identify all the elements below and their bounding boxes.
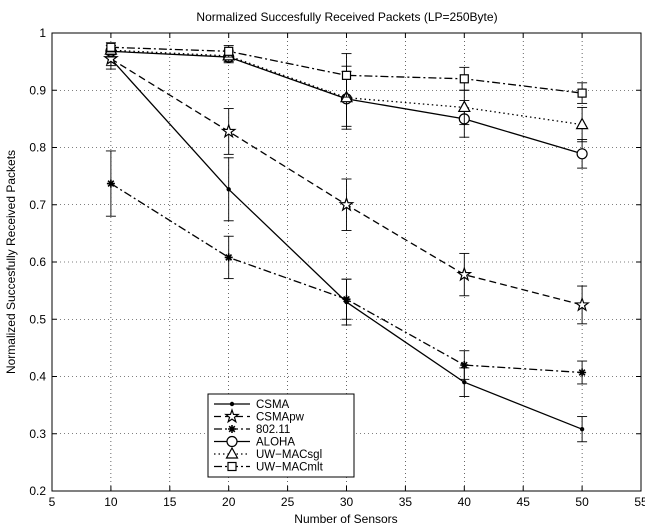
square-marker — [459, 74, 469, 84]
asterisk-marker — [106, 179, 115, 188]
legend-label: ALOHA — [256, 437, 295, 449]
star-marker — [338, 196, 355, 212]
legend-item: 802.11 — [214, 424, 290, 436]
legend-item: ALOHA — [214, 435, 295, 449]
legend-item: CSMA — [214, 399, 290, 411]
star-marker — [220, 123, 237, 139]
y-tick-label: 0.8 — [29, 141, 46, 155]
series-line — [110, 183, 583, 374]
circle-marker — [576, 148, 588, 160]
series-layer — [102, 42, 591, 443]
star-marker — [574, 296, 591, 312]
legend-label: UW−MACsgl — [256, 449, 322, 461]
circle-marker — [226, 435, 238, 448]
x-tick-label: 30 — [340, 495, 354, 509]
triangle-marker — [575, 117, 589, 130]
y-tick-label: 1 — [39, 26, 46, 40]
chart-title: Normalized Succesfully Received Packets … — [196, 10, 497, 24]
y-tick-label: 0.5 — [29, 312, 46, 326]
asterisk-marker — [578, 368, 587, 377]
asterisk-marker — [228, 425, 236, 433]
star-marker — [456, 266, 473, 282]
y-tick-label: 0.2 — [29, 484, 46, 498]
legend-item: UW−MACmlt — [214, 462, 324, 474]
series-line — [110, 46, 583, 94]
x-tick-label: 40 — [458, 495, 472, 509]
x-tick-labels: 5 10 15 20 25 30 35 40 45 50 55 — [49, 495, 645, 509]
x-tick-label: 15 — [163, 495, 177, 509]
legend-label: CSMA — [256, 399, 290, 411]
series-2 — [105, 150, 588, 385]
x-tick-label: 20 — [222, 495, 236, 509]
asterisk-marker — [460, 361, 469, 370]
legend-label: UW−MACmlt — [256, 462, 324, 474]
x-tick-label: 55 — [634, 495, 645, 509]
legend-label: 802.11 — [256, 424, 290, 436]
legend-item: CSMApw — [214, 408, 305, 424]
y-tick-label: 0.7 — [29, 198, 46, 212]
square-marker — [577, 88, 587, 98]
square-marker — [106, 42, 116, 52]
x-tick-label: 5 — [49, 495, 56, 509]
x-axis-label: Number of Sensors — [294, 512, 397, 526]
x-tick-label: 25 — [281, 495, 295, 509]
legend-label: CSMApw — [256, 412, 305, 424]
y-tick-label: 0.3 — [29, 427, 46, 441]
y-tick-label: 0.4 — [29, 370, 46, 384]
triangle-marker — [225, 446, 239, 459]
axis-ticks — [51, 32, 642, 492]
y-tick-label: 0.9 — [29, 83, 46, 97]
asterisk-marker — [342, 295, 351, 304]
triangle-marker — [457, 100, 471, 113]
x-tick-label: 10 — [104, 495, 118, 509]
square-marker — [224, 46, 234, 56]
x-tick-label: 50 — [575, 495, 589, 509]
y-tick-labels: 0.2 0.3 0.4 0.5 0.6 0.7 0.8 0.9 1 — [29, 26, 46, 498]
square-marker — [341, 70, 352, 80]
y-axis-label: Normalized Succesfully Received Packets — [4, 150, 18, 374]
x-tick-label: 45 — [517, 495, 531, 509]
x-tick-label: 35 — [399, 495, 413, 509]
series-5 — [105, 42, 588, 104]
asterisk-marker — [224, 253, 233, 262]
y-tick-label: 0.6 — [29, 255, 46, 269]
square-marker — [227, 461, 237, 472]
series-line — [110, 49, 583, 126]
star-marker — [224, 408, 240, 424]
dot-marker — [462, 380, 467, 385]
dot-marker — [579, 426, 585, 432]
dot-marker — [229, 401, 235, 407]
legend-item: UW−MACsgl — [214, 446, 322, 461]
dot-marker — [226, 187, 231, 192]
